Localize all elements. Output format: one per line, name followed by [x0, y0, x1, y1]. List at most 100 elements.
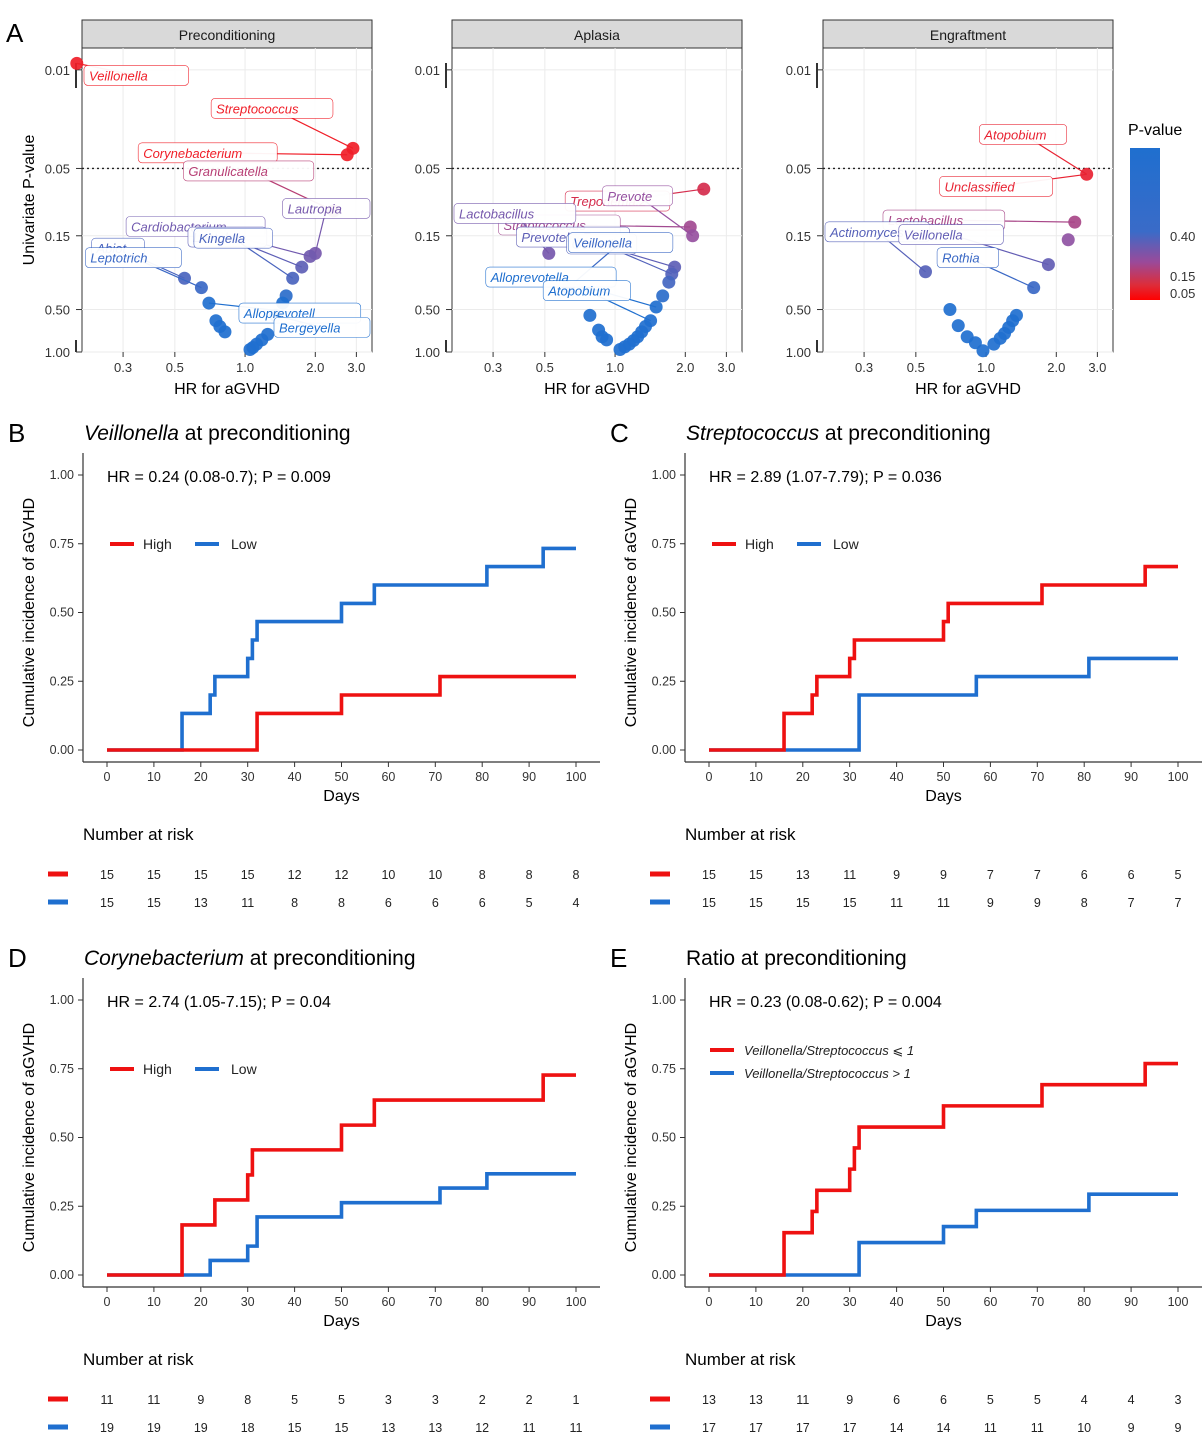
- x-tick-label: 0.5: [536, 360, 554, 375]
- x-tick-label: 70: [1030, 770, 1044, 784]
- x-tick-label: 1.0: [236, 360, 254, 375]
- y-tick-label: 0.50: [45, 303, 70, 318]
- y-tick-label: 0.05: [415, 161, 440, 176]
- colorbar-tick-label: 0.05: [1170, 286, 1195, 301]
- risk-count: 9: [197, 1393, 204, 1407]
- panel-letter: B: [8, 418, 25, 448]
- facet-engraftment: Engraftment 0.01 0.05 0.15 0.50 1.00 0.3 0.5 1.0…: [786, 19, 1114, 398]
- risk-count: 15: [194, 868, 208, 882]
- genus-label: Kingella: [199, 231, 245, 246]
- y-tick-label: 0.50: [652, 1131, 676, 1145]
- x-tick-label: 20: [796, 1295, 810, 1309]
- risk-count: 9: [893, 868, 900, 882]
- risk-count: 11: [796, 1393, 809, 1407]
- risk-count: 17: [843, 1421, 857, 1433]
- km-panel-e: E Ratio at preconditioning Cumulative inci…: [610, 943, 1202, 1433]
- y-tick-label: 0.50: [50, 1131, 74, 1145]
- panel-title: Corynebacterium at preconditioning: [84, 947, 416, 970]
- x-axis-title: Days: [323, 1313, 359, 1330]
- genus-label: Veillonella: [573, 236, 632, 251]
- km-curve-high: [709, 1061, 1178, 1277]
- y-tick-label: 1.00: [786, 345, 811, 360]
- legend-label-high: High: [143, 1061, 172, 1077]
- genus-label: Bergeyella: [279, 320, 340, 335]
- x-tick-label: 10: [749, 1295, 763, 1309]
- x-tick-label: 80: [475, 770, 489, 784]
- x-tick-label: 60: [381, 770, 395, 784]
- y-tick-label: 0.01: [45, 63, 70, 78]
- genus-label: Veillonella: [904, 228, 963, 243]
- x-tick-label: 0: [706, 1295, 713, 1309]
- risk-count: 4: [573, 896, 580, 910]
- x-tick-label: 30: [241, 770, 255, 784]
- y-axis-title: Cumulative incidence of aGVHD: [623, 1023, 640, 1252]
- label-box: [83, 65, 189, 86]
- risk-count: 11: [147, 1393, 160, 1407]
- x-tick-label: 3.0: [717, 360, 735, 375]
- risk-count: 11: [843, 868, 856, 882]
- label-box: [183, 160, 315, 182]
- x-tick-label: 60: [983, 770, 997, 784]
- risk-count: 12: [335, 868, 349, 882]
- x-axis-title: HR for aGVHD: [915, 381, 1021, 398]
- hr-annotation: HR = 2.74 (1.05-7.15); P = 0.04: [107, 994, 331, 1011]
- facet-strip-label: Engraftment: [930, 27, 1006, 43]
- x-tick-label: 1.0: [977, 360, 995, 375]
- x-tick-label: 2.0: [306, 360, 324, 375]
- risk-count: 11: [1031, 1421, 1044, 1433]
- scatter-point: [243, 342, 257, 356]
- risk-count: 11: [523, 1421, 536, 1433]
- y-tick-label: 1.00: [50, 468, 74, 482]
- risk-count: 15: [288, 1421, 302, 1433]
- risk-count: 19: [194, 1421, 208, 1433]
- hr-annotation: HR = 0.24 (0.08-0.7); P = 0.009: [107, 469, 331, 486]
- risk-count: 11: [241, 896, 254, 910]
- genus-label: Granulicatella: [188, 164, 268, 179]
- scatter-point: [583, 308, 597, 322]
- facet-preconditioning: Preconditioning 0.01 0.05 0.15 0.50 1.00 0.3 0.…: [45, 19, 373, 398]
- x-tick-label: 90: [522, 770, 536, 784]
- hr-annotation: HR = 0.23 (0.08-0.62); P = 0.004: [709, 994, 942, 1011]
- risk-count: 14: [890, 1421, 904, 1433]
- risk-count: 11: [984, 1421, 997, 1433]
- risk-count: 3: [432, 1393, 439, 1407]
- y-tick-label: 0.25: [652, 1199, 676, 1213]
- risk-count: 13: [702, 1393, 716, 1407]
- risk-count: 10: [1077, 1421, 1091, 1433]
- x-tick-label: 100: [566, 770, 587, 784]
- genus-label: Atopobium: [983, 127, 1046, 142]
- genus-label: Lactobacillus: [459, 206, 535, 221]
- x-tick-label: 60: [381, 1295, 395, 1309]
- x-tick-label: 30: [843, 1295, 857, 1309]
- risk-count: 19: [147, 1421, 161, 1433]
- risk-count: 15: [147, 896, 161, 910]
- x-tick-label: 40: [890, 1295, 904, 1309]
- y-tick-label: 0.50: [652, 606, 676, 620]
- risk-count: 17: [702, 1421, 716, 1433]
- y-tick-label: 0.50: [50, 606, 74, 620]
- risk-count: 8: [291, 896, 298, 910]
- risk-count: 6: [893, 1393, 900, 1407]
- legend-label-low: Low: [231, 536, 258, 552]
- legend-label-high: High: [745, 536, 774, 552]
- genus-label: Leptotrich: [90, 251, 147, 266]
- x-tick-label: 0.3: [114, 360, 132, 375]
- risk-count: 11: [101, 1393, 114, 1407]
- x-tick-label: 0.5: [166, 360, 184, 375]
- genus-label: Lautropia: [288, 201, 342, 216]
- risk-count: 5: [291, 1393, 298, 1407]
- risk-count: 19: [100, 1421, 114, 1433]
- km-curve-high: [709, 564, 1178, 752]
- x-tick-label: 20: [796, 770, 810, 784]
- x-tick-label: 1.0: [606, 360, 624, 375]
- x-tick-label: 10: [749, 770, 763, 784]
- risk-count: 5: [987, 1393, 994, 1407]
- risk-count: 13: [796, 868, 810, 882]
- genus-label: Prevote: [607, 189, 652, 204]
- risk-count: 6: [432, 896, 439, 910]
- panel-letter: C: [610, 418, 629, 448]
- legend-label-high: Veillonella/Streptococcus ⩽ 1: [744, 1043, 914, 1058]
- panel-title-rest: at preconditioning: [179, 422, 351, 445]
- y-tick-label: 0.05: [45, 161, 70, 176]
